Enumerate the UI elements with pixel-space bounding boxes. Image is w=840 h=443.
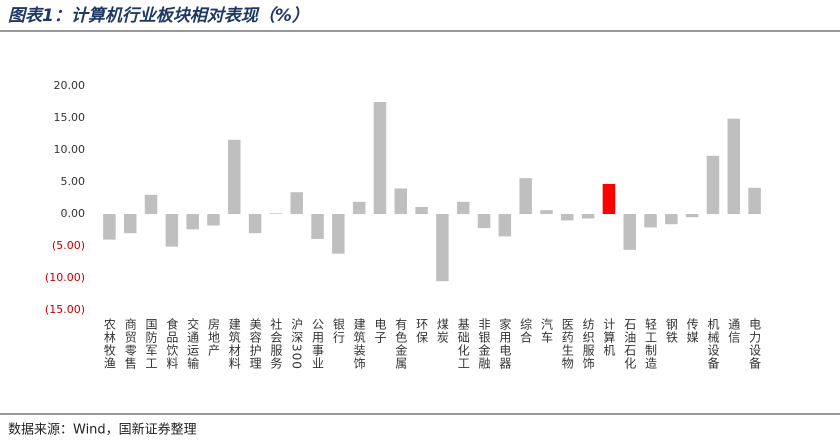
bar <box>581 214 595 219</box>
y-tick-label: (5.00) <box>52 239 85 252</box>
bar <box>477 214 491 229</box>
bar <box>748 187 761 214</box>
bar <box>519 178 532 214</box>
bar <box>415 206 428 214</box>
bar <box>207 214 220 226</box>
bar <box>456 201 470 214</box>
x-tick-label: 煤炭 <box>435 318 449 344</box>
x-tick-label: 基础化工 <box>456 318 470 370</box>
bar <box>228 139 241 214</box>
y-tick-label: 5.00 <box>61 175 86 188</box>
source-note: 数据来源：Wind，国新证券整理 <box>8 422 197 438</box>
x-tick-label: 食品饮料 <box>165 317 179 370</box>
x-tick-label: 计算机 <box>602 318 616 357</box>
x-tick-label: 纺织服饰 <box>581 318 595 370</box>
x-tick-label: 农林牧渔 <box>102 318 116 370</box>
chart-title: 图表1：计算机行业板块相对表现（%） <box>8 6 309 26</box>
x-tick-label: 环保 <box>415 318 429 344</box>
bar <box>103 214 116 240</box>
x-tick-label: 非银金融 <box>477 318 491 370</box>
bar <box>186 214 199 230</box>
x-tick-label: 电子 <box>373 318 387 344</box>
x-tick-label: 医药生物 <box>560 318 574 370</box>
x-tick-label: 银行 <box>331 318 345 344</box>
y-tick-label: (15.00) <box>45 303 85 316</box>
x-tick-label: 钢铁 <box>664 318 678 344</box>
bar <box>540 210 553 214</box>
y-tick-label: (10.00) <box>45 271 85 284</box>
bar <box>352 201 366 214</box>
x-tick-label: 综合 <box>519 318 533 344</box>
bar <box>561 214 574 221</box>
x-tick-label: 社会服务 <box>269 317 283 370</box>
x-tick-label: 建筑装饰 <box>352 318 366 370</box>
bar <box>394 188 408 214</box>
bar <box>602 183 616 214</box>
x-tick-label: 公用事业 <box>311 318 325 370</box>
y-tick-label: 20.00 <box>54 79 86 92</box>
x-tick-label: 沪深300 <box>290 318 304 370</box>
bar <box>727 118 741 214</box>
x-tick-label: 家用电器 <box>498 317 512 370</box>
y-tick-label: 10.00 <box>54 143 86 156</box>
x-tick-label: 交通运输 <box>186 317 200 370</box>
x-tick-label: 建筑材料 <box>227 318 241 370</box>
bar <box>685 214 699 218</box>
x-tick-label: 通信 <box>727 318 741 344</box>
bar <box>248 214 262 234</box>
bar <box>269 213 283 214</box>
bar <box>290 192 303 214</box>
y-tick-label: 15.00 <box>54 111 86 124</box>
x-tick-label: 机械设备 <box>706 318 720 370</box>
bar <box>332 214 345 254</box>
bar <box>373 102 387 214</box>
bar <box>498 214 512 237</box>
bar <box>623 214 636 250</box>
bar <box>644 214 657 228</box>
y-tick-label: 0.00 <box>61 207 86 220</box>
x-tick-label: 美容护理 <box>248 318 262 370</box>
x-tick-label: 有色金属 <box>394 318 408 370</box>
x-tick-label: 石油石化 <box>623 318 637 370</box>
x-tick-label: 电力设备 <box>748 318 762 370</box>
x-tick-label: 汽车 <box>539 317 553 344</box>
bar <box>165 214 179 247</box>
bar <box>311 214 324 239</box>
x-tick-label: 房地产 <box>206 317 220 357</box>
bar <box>665 214 678 225</box>
x-tick-label: 轻工制造 <box>644 318 658 370</box>
x-tick-label: 商贸零售 <box>123 317 137 370</box>
bar <box>706 155 720 214</box>
x-tick-label: 国防军工 <box>144 318 158 370</box>
bar <box>123 214 137 234</box>
bar <box>144 194 158 214</box>
x-tick-label: 传媒 <box>685 317 699 344</box>
bar <box>436 214 449 282</box>
